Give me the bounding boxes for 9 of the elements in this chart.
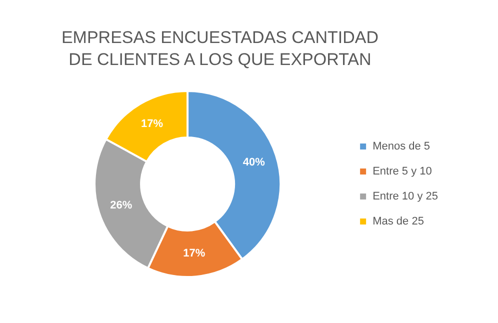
legend-label: Entre 10 y 25 bbox=[372, 190, 438, 203]
data-label: 40% bbox=[242, 156, 266, 168]
legend-label: Menos de 5 bbox=[372, 140, 430, 153]
data-label: 26% bbox=[110, 200, 132, 212]
legend-label: Mas de 25 bbox=[372, 216, 424, 228]
legend-label: Entre 5 y 10 bbox=[372, 166, 432, 178]
data-label: 17% bbox=[183, 247, 206, 260]
chart-title: EMPRESAS ENCUESTADAS CANTIDAD DE CLIENTES A LOS QUE EXPORTAN bbox=[60, 27, 380, 71]
data-label: 17% bbox=[141, 118, 164, 130]
